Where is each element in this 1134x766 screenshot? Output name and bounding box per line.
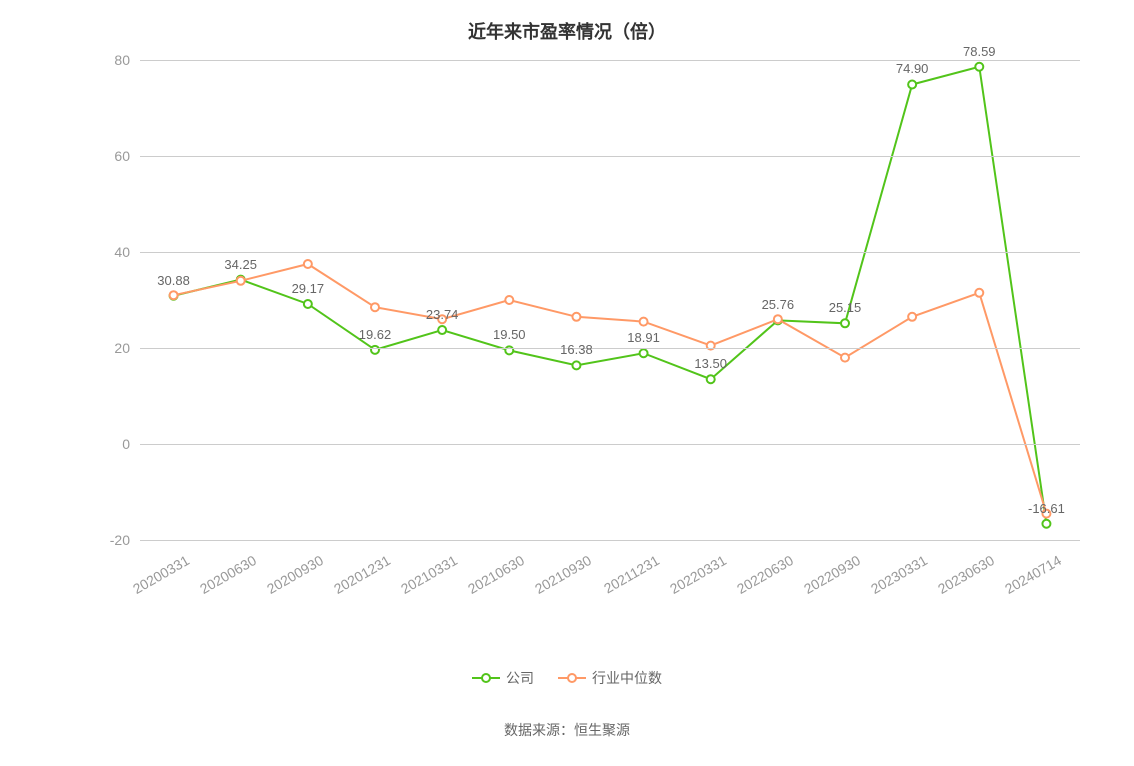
y-axis: -20020406080: [0, 60, 140, 540]
legend-label: 行业中位数: [592, 668, 662, 688]
series-marker: [371, 303, 379, 311]
x-tick-label: 20210930: [526, 552, 595, 601]
data-label: 19.50: [493, 327, 526, 342]
y-tick-label: 60: [114, 148, 130, 164]
series-marker: [975, 289, 983, 297]
series-marker: [304, 260, 312, 268]
x-tick-label: 20230331: [862, 552, 931, 601]
series-marker: [908, 80, 916, 88]
series-marker: [908, 313, 916, 321]
legend: 公司 行业中位数: [0, 668, 1134, 690]
series-marker: [640, 318, 648, 326]
series-marker: [438, 326, 446, 334]
x-tick-label: 20201231: [324, 552, 393, 601]
pe-ratio-chart: 近年来市盈率情况（倍） -20 0 20 40 60 80 30.88 34.25 29.17…: [0, 0, 1134, 766]
series-marker: [841, 319, 849, 327]
series-marker: [707, 375, 715, 383]
x-tick-label: 20200930: [257, 552, 326, 601]
x-tick-label: 20210331: [392, 552, 461, 601]
y-tick-label: 40: [114, 244, 130, 260]
legend-marker-icon: [558, 671, 586, 685]
series-marker: [572, 313, 580, 321]
data-label: 13.50: [694, 356, 727, 371]
x-tick-label: 20220930: [794, 552, 863, 601]
series-marker: [505, 296, 513, 304]
x-tick-label: 20220630: [727, 552, 796, 601]
x-tick-label: 20210630: [459, 552, 528, 601]
gridline: [140, 156, 1080, 157]
data-source: 数据来源：恒生聚源: [0, 720, 1134, 740]
series-marker: [304, 300, 312, 308]
gridline: [140, 60, 1080, 61]
plot-svg: [140, 60, 1080, 540]
series-marker: [774, 315, 782, 323]
legend-item: 公司: [472, 668, 534, 688]
x-tick-label: 20200630: [190, 552, 259, 601]
gridline: [140, 252, 1080, 253]
x-tick-label: 20240714: [996, 552, 1065, 601]
series-marker: [1042, 520, 1050, 528]
gridline: [140, 444, 1080, 445]
y-tick-label: -20: [110, 532, 130, 548]
plot-area: 30.88 34.25 29.17 19.62 23.74 19.50 16.38 18.91…: [140, 60, 1080, 540]
data-label: 23.74: [426, 307, 459, 322]
x-tick-label: 20230630: [929, 552, 998, 601]
series-marker: [841, 354, 849, 362]
data-label: 30.88: [157, 273, 190, 288]
series-marker: [237, 277, 245, 285]
x-tick-label: 20211231: [593, 552, 662, 601]
data-label: 25.76: [762, 297, 795, 312]
data-label: 29.17: [292, 281, 325, 296]
series-marker: [640, 349, 648, 357]
data-label: -16.61: [1028, 501, 1065, 516]
x-axis: 2020033120200630202009302020123120210331…: [140, 540, 1080, 640]
y-tick-label: 20: [114, 340, 130, 356]
data-label: 74.90: [896, 61, 929, 76]
legend-marker-icon: [472, 671, 500, 685]
x-tick-label: 20200331: [123, 552, 192, 601]
data-label: 78.59: [963, 44, 996, 59]
series-marker: [975, 63, 983, 71]
data-label: 34.25: [224, 257, 257, 272]
gridline: [140, 348, 1080, 349]
y-tick-label: 0: [122, 436, 130, 452]
data-label: 18.91: [627, 330, 660, 345]
legend-label: 公司: [506, 668, 534, 688]
y-tick-label: 80: [114, 52, 130, 68]
series-marker: [572, 361, 580, 369]
chart-title: 近年来市盈率情况（倍）: [0, 0, 1134, 44]
data-label: 25.15: [829, 300, 862, 315]
series-marker: [170, 291, 178, 299]
data-label: 19.62: [359, 327, 392, 342]
x-tick-label: 20220331: [660, 552, 729, 601]
legend-item: 行业中位数: [558, 668, 662, 688]
data-label: 16.38: [560, 342, 593, 357]
